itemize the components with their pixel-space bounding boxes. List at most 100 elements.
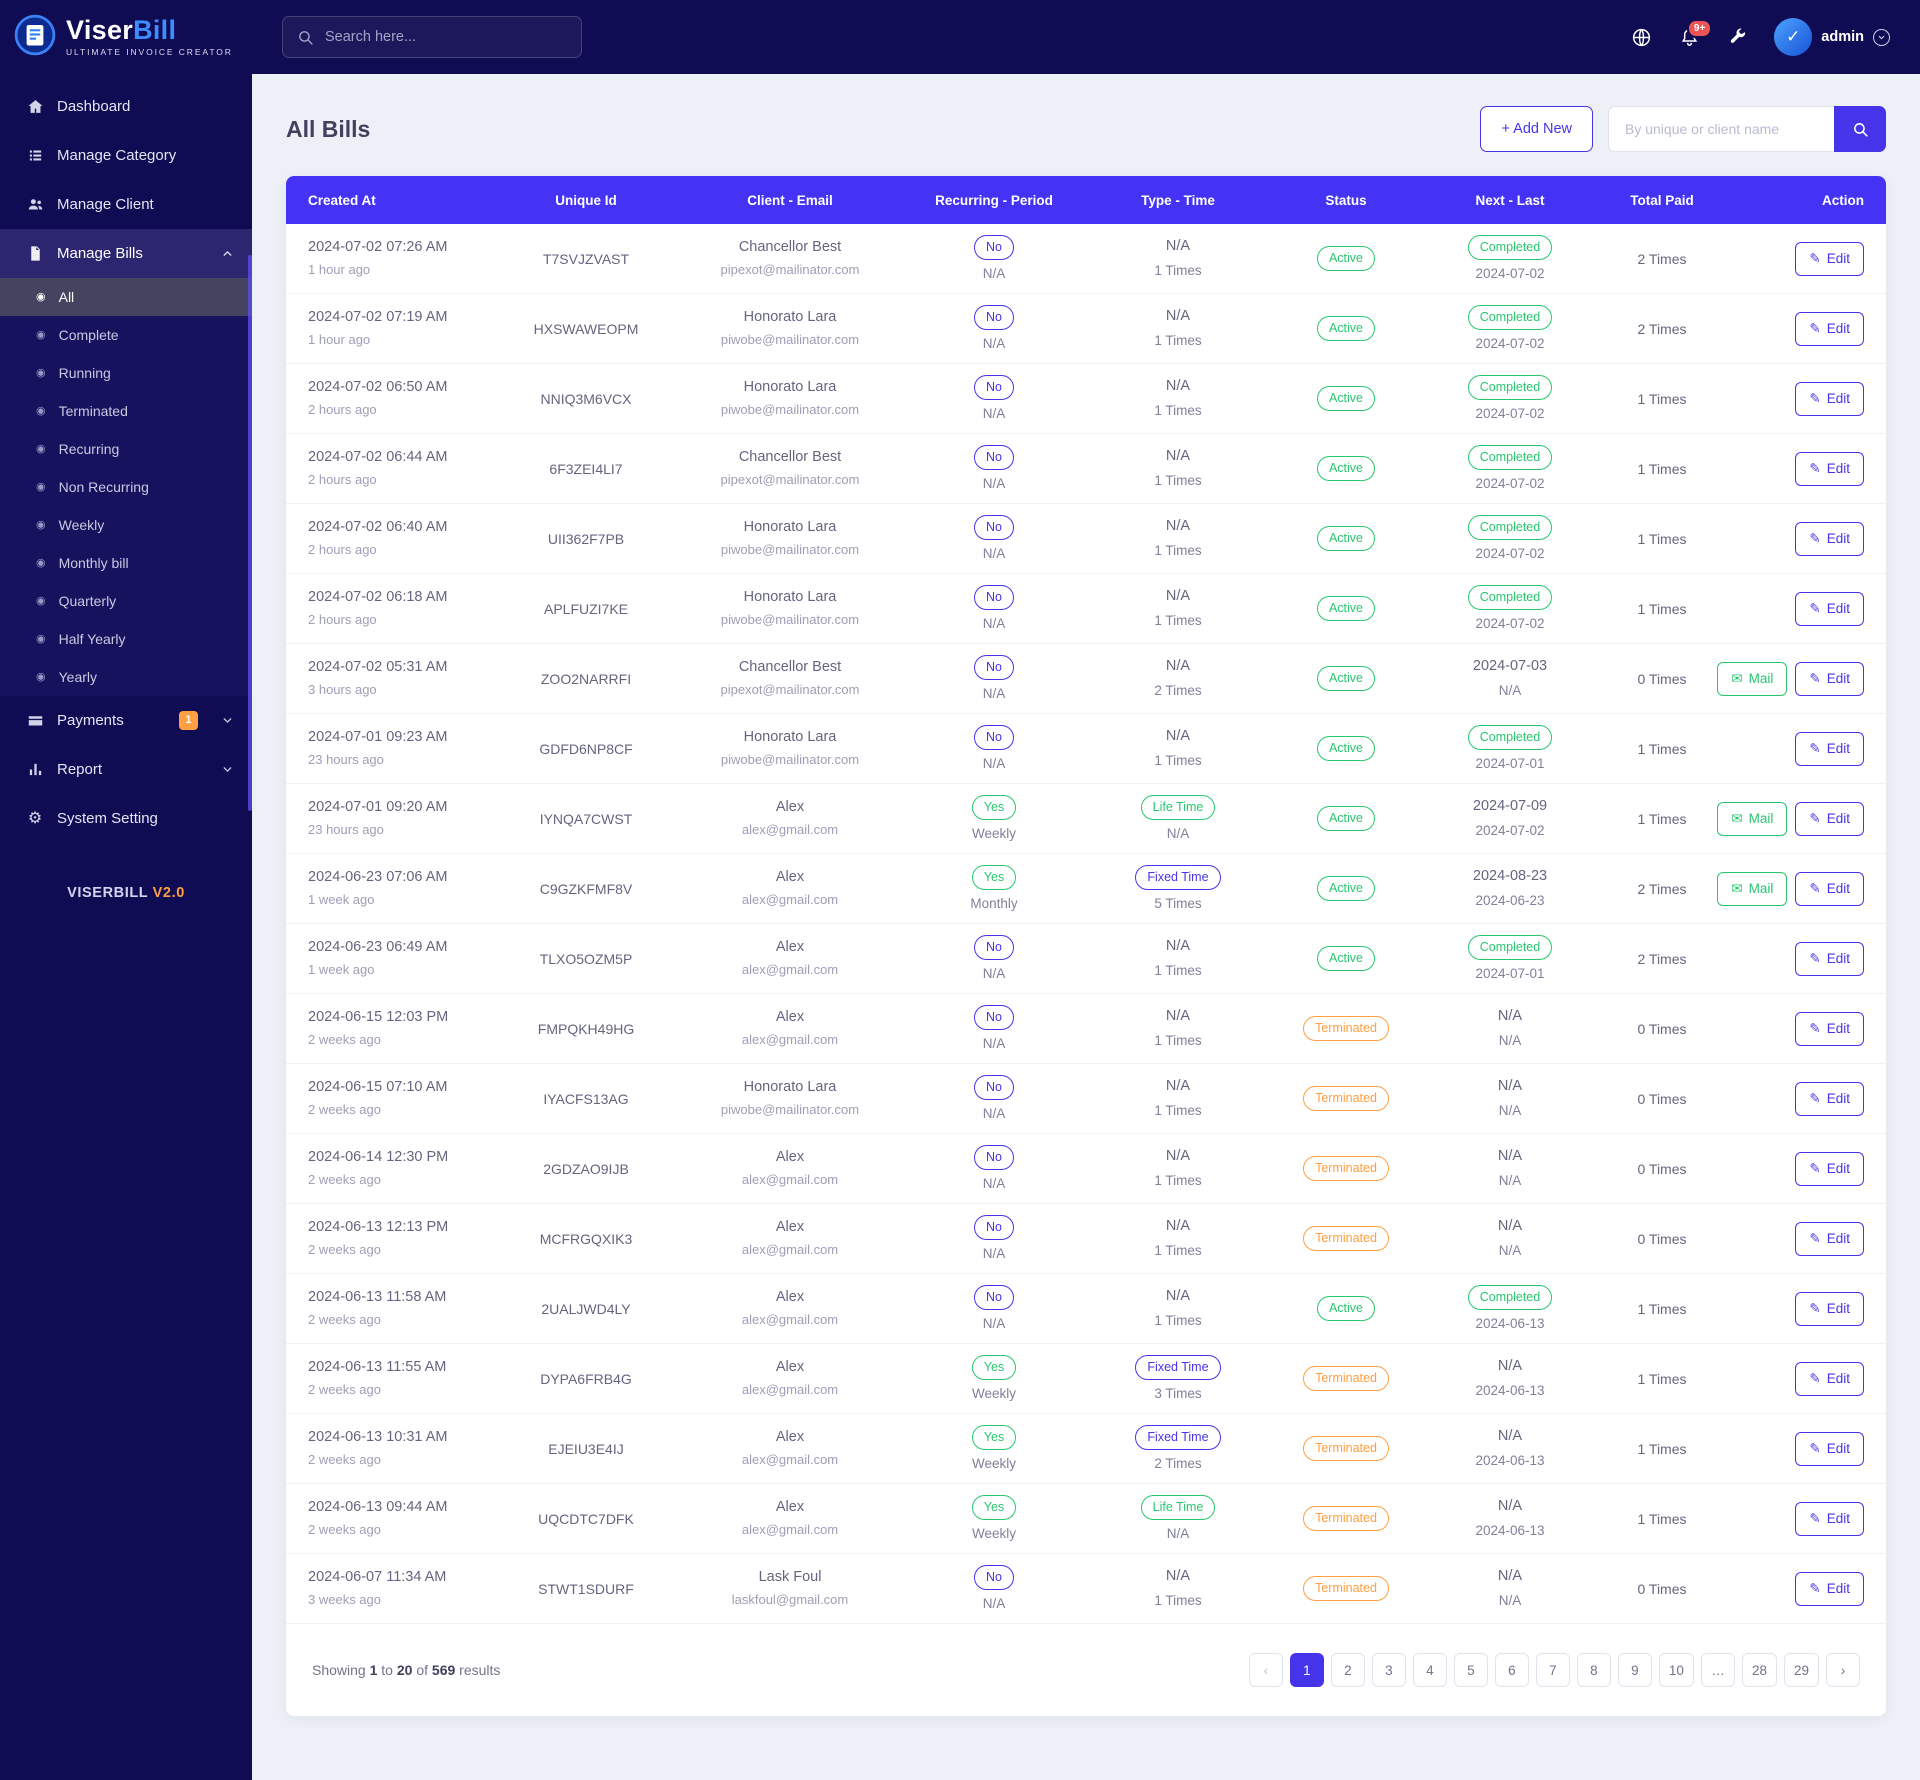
next-date: 2024-08-23 [1472, 868, 1548, 885]
table-row: 2024-06-13 09:44 AM 2 weeks ago UQCDTC7DFK… [286, 1484, 1886, 1554]
mail-button[interactable]: ✉ Mail [1717, 871, 1788, 906]
page-button-8[interactable]: 8 [1576, 1653, 1611, 1687]
page-button-9[interactable]: 9 [1617, 1653, 1652, 1687]
client-email: laskfoul@gmail.com [731, 1591, 849, 1607]
next-date: 2024-07-09 [1472, 798, 1548, 815]
sidebar-item-payments[interactable]: Payments 1 [0, 696, 252, 745]
client-name: Alex [775, 939, 805, 956]
sidebar-subitem-quarterly[interactable]: ◉ Quarterly [0, 582, 252, 620]
table-row: 2024-07-02 06:44 AM 2 hours ago 6F3ZEI4LI7… [286, 434, 1886, 504]
page-button-10[interactable]: 10 [1658, 1653, 1694, 1687]
edit-button[interactable]: ✎ Edit [1795, 1361, 1864, 1396]
sidebar-subitem-non-recurring[interactable]: ◉ Non Recurring [0, 468, 252, 506]
edit-button[interactable]: ✎ Edit [1795, 941, 1864, 976]
time-value: 2 Times [1154, 683, 1202, 698]
sidebar-subitem-label: Yearly [58, 669, 98, 685]
created-ago: 2 weeks ago [308, 1031, 381, 1047]
chevron-down-icon [1873, 28, 1890, 46]
chevron-down-icon [221, 714, 234, 727]
page-button-29[interactable]: 29 [1783, 1653, 1819, 1687]
time-value: 5 Times [1154, 895, 1202, 911]
sidebar-subitem-all[interactable]: ◉ All [0, 278, 252, 316]
page-button-4[interactable]: 4 [1412, 1653, 1447, 1687]
wrench-icon[interactable] [1727, 27, 1747, 47]
edit-button[interactable]: ✎ Edit [1795, 731, 1864, 766]
page-button-28[interactable]: 28 [1741, 1653, 1777, 1687]
edit-button[interactable]: ✎ Edit [1795, 1431, 1864, 1466]
sidebar-item-manage-bills[interactable]: Manage Bills [0, 229, 252, 278]
client-email: piwobe@mailinator.com [720, 1101, 860, 1117]
status-badge: Active [1316, 596, 1376, 621]
edit-button[interactable]: ✎ Edit [1795, 801, 1864, 836]
chevron-up-icon [221, 247, 234, 260]
status-badge: Active [1316, 526, 1376, 551]
sidebar-item-dashboard[interactable]: Dashboard [0, 82, 252, 131]
total-paid: 1 Times [1637, 810, 1687, 827]
created-at: 2024-06-23 07:06 AM [308, 869, 448, 886]
global-search[interactable] [282, 16, 582, 58]
recurring-badge: No [974, 374, 1014, 400]
page-button-3[interactable]: 3 [1371, 1653, 1406, 1687]
sidebar-subitem-monthly-bill[interactable]: ◉ Monthly bill [0, 544, 252, 582]
edit-button[interactable]: ✎ Edit [1795, 311, 1864, 346]
filter-search-button[interactable] [1834, 106, 1886, 152]
page-button-5[interactable]: 5 [1453, 1653, 1488, 1687]
sidebar-subitem-terminated[interactable]: ◉ Terminated [0, 392, 252, 430]
mail-button[interactable]: ✉ Mail [1717, 801, 1788, 836]
logo[interactable]: ViserBill ULTIMATE INVOICE CREATOR [0, 0, 252, 74]
client-email: pipexot@mailinator.com [720, 681, 860, 697]
page-button-2[interactable]: 2 [1330, 1653, 1365, 1687]
edit-button[interactable]: ✎ Edit [1795, 1011, 1864, 1046]
sidebar-item-manage-category[interactable]: Manage Category [0, 131, 252, 180]
sidebar-subitem-running[interactable]: ◉ Running [0, 354, 252, 392]
language-globe-icon[interactable] [1631, 27, 1652, 48]
sidebar-item-system-setting[interactable]: ⚙ System Setting [0, 794, 252, 843]
period-value: N/A [982, 1035, 1006, 1051]
unique-id: STWT1SDURF [538, 1580, 634, 1597]
edit-button[interactable]: ✎ Edit [1795, 1221, 1864, 1256]
edit-button[interactable]: ✎ Edit [1795, 1291, 1864, 1326]
mail-button[interactable]: ✉ Mail [1717, 661, 1788, 696]
created-at: 2024-07-02 05:31 AM [308, 659, 448, 676]
bullet-icon: ◉ [36, 632, 46, 645]
edit-button[interactable]: ✎ Edit [1795, 381, 1864, 416]
global-search-input[interactable] [325, 29, 567, 45]
edit-button[interactable]: ✎ Edit [1795, 661, 1864, 696]
sidebar-item-manage-client[interactable]: Manage Client [0, 180, 252, 229]
client-name: Lask Foul [758, 1569, 822, 1586]
edit-button[interactable]: ✎ Edit [1795, 451, 1864, 486]
page-button-…[interactable]: … [1700, 1653, 1735, 1687]
add-new-button[interactable]: + Add New [1480, 106, 1593, 152]
edit-button[interactable]: ✎ Edit [1795, 1081, 1864, 1116]
type-value: N/A [1165, 658, 1191, 675]
edit-button[interactable]: ✎ Edit [1795, 871, 1864, 906]
page-button-7[interactable]: 7 [1535, 1653, 1570, 1687]
edit-button[interactable]: ✎ Edit [1795, 591, 1864, 626]
sidebar-subitem-weekly[interactable]: ◉ Weekly [0, 506, 252, 544]
page-button-‹[interactable]: ‹ [1248, 1653, 1283, 1687]
type-badge: Life Time [1140, 794, 1216, 820]
client-email: alex@gmail.com [741, 1031, 839, 1047]
page-button-›[interactable]: › [1826, 1653, 1860, 1687]
edit-button[interactable]: ✎ Edit [1795, 1571, 1864, 1606]
sidebar-subitem-yearly[interactable]: ◉ Yearly [0, 658, 252, 696]
sidebar-subitem-half-yearly[interactable]: ◉ Half Yearly [0, 620, 252, 658]
sidebar-item-report[interactable]: Report [0, 745, 252, 794]
table-row: 2024-06-07 11:34 AM 3 weeks ago STWT1SDURF… [286, 1554, 1886, 1624]
sidebar-scrollbar[interactable] [248, 255, 252, 811]
recurring-badge: No [974, 1004, 1014, 1030]
bills-table-body: 2024-07-02 07:26 AM 1 hour ago T7SVJZVAST C… [286, 224, 1886, 1624]
edit-button[interactable]: ✎ Edit [1795, 241, 1864, 276]
page-button-1[interactable]: 1 [1289, 1653, 1324, 1687]
page-button-6[interactable]: 6 [1494, 1653, 1529, 1687]
edit-button[interactable]: ✎ Edit [1795, 521, 1864, 556]
edit-button[interactable]: ✎ Edit [1795, 1501, 1864, 1536]
notifications-bell-icon[interactable]: 9+ [1679, 18, 1713, 48]
type-value: N/A [1165, 1008, 1191, 1025]
edit-button[interactable]: ✎ Edit [1795, 1151, 1864, 1186]
edit-icon: ✎ [1809, 390, 1821, 406]
filter-input[interactable] [1608, 106, 1834, 152]
sidebar-subitem-complete[interactable]: ◉ Complete [0, 316, 252, 354]
sidebar-subitem-recurring[interactable]: ◉ Recurring [0, 430, 252, 468]
user-menu[interactable]: ✓ admin [1774, 18, 1890, 56]
